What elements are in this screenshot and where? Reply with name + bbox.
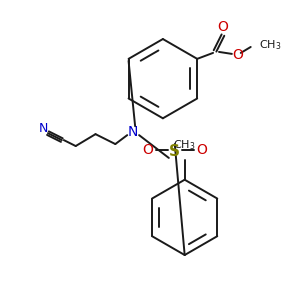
Text: S: S xyxy=(169,145,180,160)
Text: N: N xyxy=(38,122,48,135)
Text: O: O xyxy=(232,48,243,62)
Text: CH$_3$: CH$_3$ xyxy=(259,38,281,52)
Text: O: O xyxy=(196,143,207,157)
Text: O: O xyxy=(218,20,228,34)
Text: N: N xyxy=(128,125,138,139)
Text: CH$_3$: CH$_3$ xyxy=(173,138,196,152)
Text: O: O xyxy=(142,143,154,157)
